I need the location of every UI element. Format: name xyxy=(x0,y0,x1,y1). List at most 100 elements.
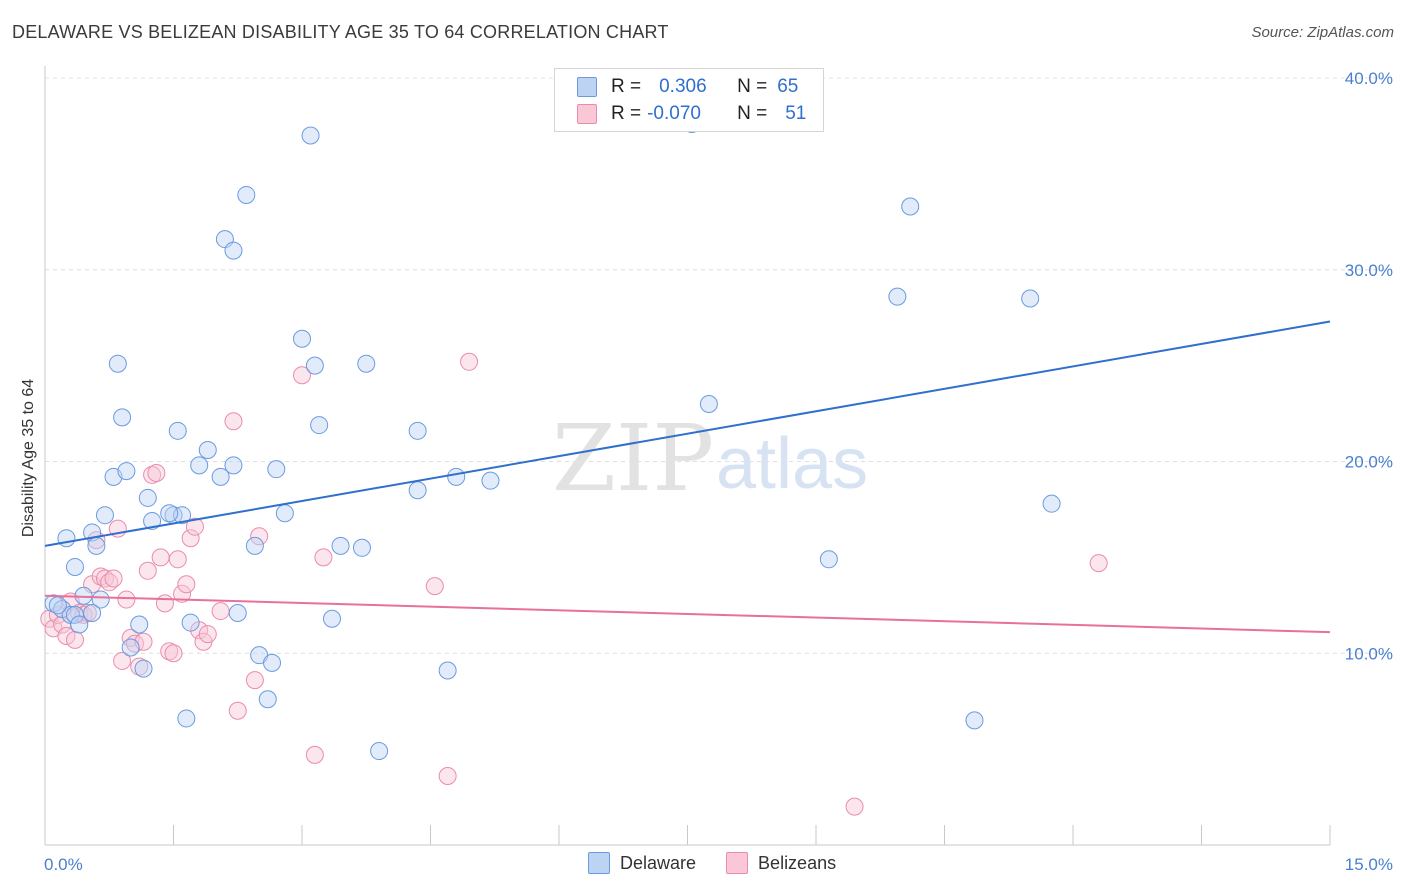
delaware-point xyxy=(331,536,350,555)
belizeans-point xyxy=(293,366,311,385)
belizeans-r-value: -0.070 xyxy=(647,103,701,124)
legend-n-label: N = xyxy=(737,76,768,97)
belizeans-point xyxy=(305,745,324,764)
belizeans-point xyxy=(245,671,264,690)
delaware-point xyxy=(819,550,838,569)
delaware-point xyxy=(408,421,427,440)
legend-item-delaware[interactable]: Delaware xyxy=(588,852,696,874)
delaware-point xyxy=(301,126,320,145)
belizeans-point xyxy=(1089,554,1108,573)
belizeans-point xyxy=(211,602,230,621)
delaware-point xyxy=(1042,494,1061,513)
belizeans-point xyxy=(104,569,123,588)
y-tick-label: 10.0% xyxy=(1345,644,1393,663)
delaware-point xyxy=(138,488,157,507)
delaware-n-value: 65 xyxy=(777,76,799,97)
delaware-point xyxy=(1021,289,1040,308)
delaware-point xyxy=(305,356,324,375)
delaware-point xyxy=(245,536,264,555)
delaware-point xyxy=(83,603,102,622)
delaware-point xyxy=(65,557,84,576)
delaware-point xyxy=(228,603,247,622)
delaware-point xyxy=(198,440,217,459)
delaware-point xyxy=(322,609,341,628)
delaware-point xyxy=(888,287,907,306)
y-tick-label: 30.0% xyxy=(1345,261,1393,280)
belizeans-point xyxy=(117,590,136,609)
belizeans-point xyxy=(138,561,157,580)
belizeans-point xyxy=(198,625,217,644)
delaware-point xyxy=(121,638,140,657)
belizeans-point xyxy=(460,352,479,371)
belizeans-point xyxy=(155,594,174,613)
axes xyxy=(44,66,1331,846)
legend-row-belizeans: R = -0.070 N = 51 xyxy=(577,102,806,126)
delaware-point xyxy=(408,481,427,500)
delaware-point xyxy=(267,460,286,479)
delaware-point xyxy=(117,462,136,481)
series-legend: Delaware Belizeans xyxy=(588,852,866,874)
belizeans-trend-line xyxy=(44,594,1331,634)
delaware-point xyxy=(481,471,500,490)
legend-r-label: R = xyxy=(611,103,642,124)
belizeans-point xyxy=(314,548,333,567)
delaware-point xyxy=(181,613,200,632)
belizeans-point xyxy=(438,766,457,785)
delaware-point xyxy=(168,421,187,440)
belizeans-point xyxy=(164,644,183,663)
legend-r-label: R = xyxy=(611,76,642,97)
belizeans-point xyxy=(228,701,247,720)
delaware-point xyxy=(352,538,371,557)
legend-item-belizeans[interactable]: Belizeans xyxy=(726,852,836,874)
belizeans-point xyxy=(177,575,196,594)
delaware-point xyxy=(160,504,179,523)
belizeans-swatch xyxy=(726,852,749,874)
x-tick-label: 0.0% xyxy=(44,855,83,874)
belizeans-point xyxy=(57,626,76,645)
source-label: Source: ZipAtlas.com xyxy=(1251,24,1394,41)
delaware-point xyxy=(134,659,153,678)
delaware-point xyxy=(224,241,243,260)
delaware-points xyxy=(44,115,1061,761)
delaware-point xyxy=(237,185,256,204)
belizeans-point xyxy=(185,517,204,536)
belizeans-point xyxy=(173,584,192,603)
delaware-point xyxy=(357,354,376,373)
chart-title: DELAWARE VS BELIZEAN DISABILITY AGE 35 T… xyxy=(12,22,669,42)
watermark-atlas: atlas xyxy=(716,424,868,504)
delaware-point xyxy=(91,590,110,609)
belizeans-n-value: 51 xyxy=(785,103,807,124)
gridlines xyxy=(45,77,1392,654)
delaware-point xyxy=(95,506,114,525)
belizeans-point xyxy=(224,412,243,431)
correlation-legend: R = 0.306 N = 65 R = -0.070 N = 51 xyxy=(554,68,824,132)
delaware-point xyxy=(224,456,243,475)
belizeans-swatch xyxy=(577,104,597,124)
delaware-point xyxy=(370,742,389,761)
delaware-point xyxy=(447,467,466,486)
delaware-point xyxy=(130,615,149,634)
delaware-point xyxy=(699,394,718,413)
legend-n-label: N = xyxy=(737,103,768,124)
delaware-point xyxy=(143,511,162,530)
y-tick-label: 40.0% xyxy=(1345,69,1393,88)
legend-label-belizeans: Belizeans xyxy=(758,852,837,873)
delaware-trend-line xyxy=(44,320,1331,547)
belizeans-point xyxy=(151,548,170,567)
delaware-point xyxy=(438,661,457,680)
delaware-point xyxy=(70,615,89,634)
y-axis-title: Disability Age 35 to 64 xyxy=(20,379,37,537)
legend-row-delaware: R = 0.306 N = 65 xyxy=(577,75,798,99)
belizeans-point xyxy=(168,550,187,569)
axis-labels: 10.0% 20.0% 30.0% 40.0% 0.0% 15.0% Disability … xyxy=(20,69,1393,874)
delaware-point xyxy=(190,456,209,475)
watermark: ZIP atlas xyxy=(552,405,868,512)
delaware-point xyxy=(263,653,282,672)
trend-lines xyxy=(44,320,1331,634)
delaware-point xyxy=(177,709,196,728)
belizeans-point xyxy=(65,630,84,649)
legend-label-delaware: Delaware xyxy=(620,852,697,873)
delaware-point xyxy=(108,354,127,373)
delaware-point xyxy=(211,467,230,486)
